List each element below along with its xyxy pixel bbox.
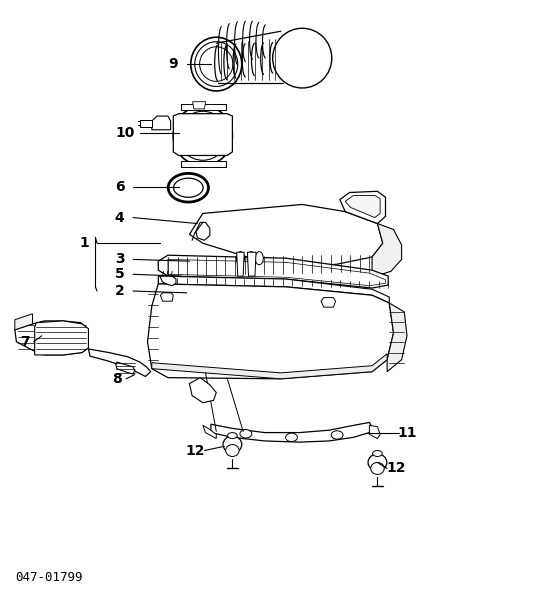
Polygon shape [190,377,217,403]
Polygon shape [152,116,171,130]
Ellipse shape [223,436,242,453]
Polygon shape [387,303,407,371]
Text: 10: 10 [115,126,134,140]
Polygon shape [147,284,394,379]
Polygon shape [140,119,152,127]
Polygon shape [15,314,32,330]
Text: 7: 7 [19,335,29,349]
Ellipse shape [240,430,252,438]
Polygon shape [247,252,256,276]
Polygon shape [116,362,134,374]
Polygon shape [203,425,217,439]
Text: 8: 8 [112,372,122,386]
Polygon shape [321,298,335,307]
Polygon shape [340,191,386,224]
Ellipse shape [227,433,237,439]
Polygon shape [35,321,89,355]
Text: 047-01799: 047-01799 [15,571,82,584]
Ellipse shape [237,251,245,265]
Text: 11: 11 [397,425,417,440]
Text: 12: 12 [185,443,205,458]
Text: 5: 5 [114,268,124,281]
Ellipse shape [286,433,298,442]
Text: 1: 1 [80,236,90,250]
Ellipse shape [331,431,343,439]
Polygon shape [345,196,380,218]
Polygon shape [89,349,151,376]
Text: 9: 9 [168,57,178,71]
Polygon shape [158,276,389,303]
Polygon shape [369,425,380,439]
Text: 4: 4 [114,211,124,224]
Text: 6: 6 [115,179,124,194]
Polygon shape [193,102,206,109]
Polygon shape [181,161,226,167]
Ellipse shape [371,463,384,475]
Polygon shape [158,255,388,288]
Polygon shape [237,252,244,276]
Polygon shape [173,113,232,155]
Text: 3: 3 [115,253,124,266]
Text: 2: 2 [114,284,124,298]
Text: 12: 12 [387,461,406,475]
Ellipse shape [373,451,382,457]
Polygon shape [160,276,176,286]
Ellipse shape [247,251,255,265]
Polygon shape [372,224,402,277]
Polygon shape [211,422,371,442]
Polygon shape [152,354,387,379]
Polygon shape [160,293,173,301]
Ellipse shape [368,454,387,471]
Polygon shape [196,223,210,240]
Polygon shape [181,104,226,110]
Polygon shape [190,205,383,269]
Ellipse shape [255,251,264,265]
Ellipse shape [226,445,239,457]
Polygon shape [15,321,89,355]
Ellipse shape [273,28,332,88]
